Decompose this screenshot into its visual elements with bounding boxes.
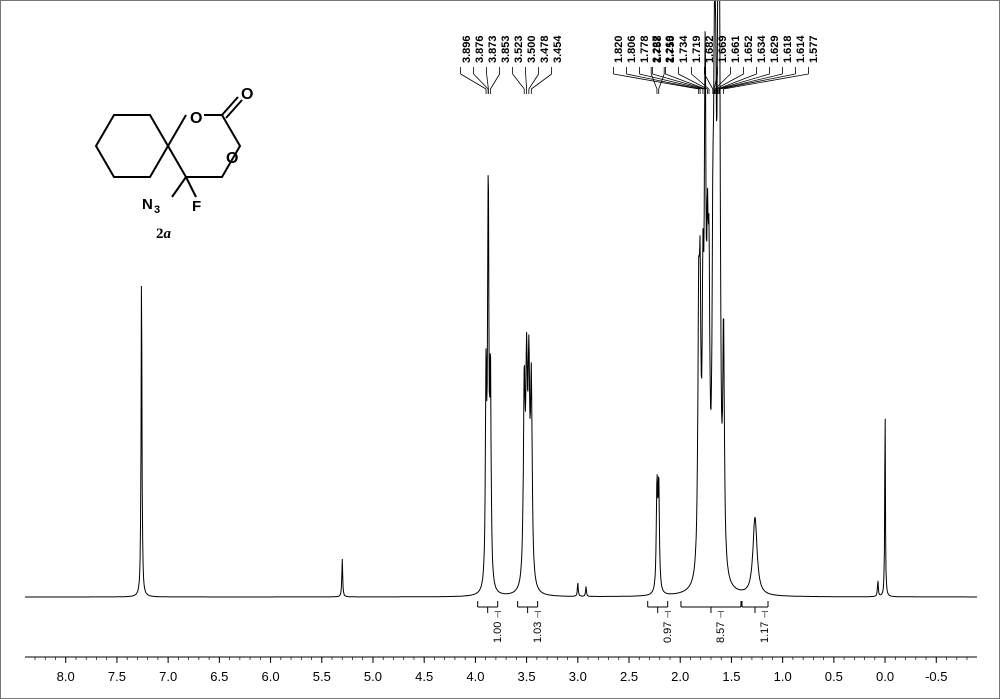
axis-tick: 6.0 <box>262 669 280 684</box>
peak-ppm-label: 1.755 <box>665 35 677 63</box>
peak-ppm-label: 1.682 <box>704 35 716 63</box>
nmr-figure: O O O N 3 F 2a 3.8963.8763.8733.8533.523… <box>0 0 1000 699</box>
axis-tick: 4.5 <box>415 669 433 684</box>
axis-tick: 1.5 <box>722 669 740 684</box>
peak-ppm-label: 3.454 <box>552 35 564 63</box>
axis-tick: 7.5 <box>108 669 126 684</box>
peak-ppm-label: 1.652 <box>743 35 755 63</box>
peak-ppm-label: 1.758 <box>652 35 664 63</box>
peak-ppm-label: 1.669 <box>717 35 729 63</box>
peak-ppm-label: 1.778 <box>639 35 651 63</box>
axis-tick: 0.0 <box>876 669 894 684</box>
axis-tick: 3.0 <box>569 669 587 684</box>
peak-ppm-label: 1.820 <box>613 35 625 63</box>
axis-tick: 8.0 <box>57 669 75 684</box>
peak-ppm-label: 1.618 <box>782 35 794 63</box>
axis-tick: 0.5 <box>825 669 843 684</box>
axis-tick: 1.0 <box>774 669 792 684</box>
integration-value: 1.03 ⊣ <box>532 611 544 643</box>
integration-value: 0.97 ⊣ <box>662 611 674 643</box>
peak-ppm-label: 3.876 <box>474 35 486 63</box>
peak-ppm-label: 1.634 <box>756 35 768 63</box>
peak-ppm-label: 3.853 <box>500 35 512 63</box>
axis-tick: 7.0 <box>159 669 177 684</box>
axis-tick: 6.5 <box>210 669 228 684</box>
peak-ppm-label: 3.500 <box>526 35 538 63</box>
peak-ppm-label: 1.577 <box>808 35 820 63</box>
integration-value: 1.17 ⊣ <box>759 611 771 643</box>
axis-tick: 3.5 <box>518 669 536 684</box>
spectrum-svg <box>1 1 1000 699</box>
integration-value: 8.57 ⊣ <box>715 611 727 643</box>
peak-ppm-label: 1.806 <box>626 35 638 63</box>
peak-ppm-label: 1.719 <box>691 35 703 63</box>
peak-ppm-label: 1.629 <box>769 35 781 63</box>
integration-value: 1.00 ⊣ <box>492 611 504 643</box>
peak-ppm-label: 1.734 <box>678 35 690 63</box>
axis-tick: 2.5 <box>620 669 638 684</box>
axis-tick: -0.5 <box>925 669 947 684</box>
peak-ppm-label: 1.661 <box>730 35 742 63</box>
peak-ppm-label: 3.896 <box>461 35 473 63</box>
peak-ppm-label: 3.523 <box>513 35 525 63</box>
axis-tick: 5.0 <box>364 669 382 684</box>
axis-tick: 4.0 <box>466 669 484 684</box>
peak-ppm-label: 1.614 <box>795 35 807 63</box>
peak-ppm-label: 3.873 <box>487 35 499 63</box>
peak-ppm-label: 3.478 <box>539 35 551 63</box>
axis-tick: 2.0 <box>671 669 689 684</box>
axis-tick: 5.5 <box>313 669 331 684</box>
